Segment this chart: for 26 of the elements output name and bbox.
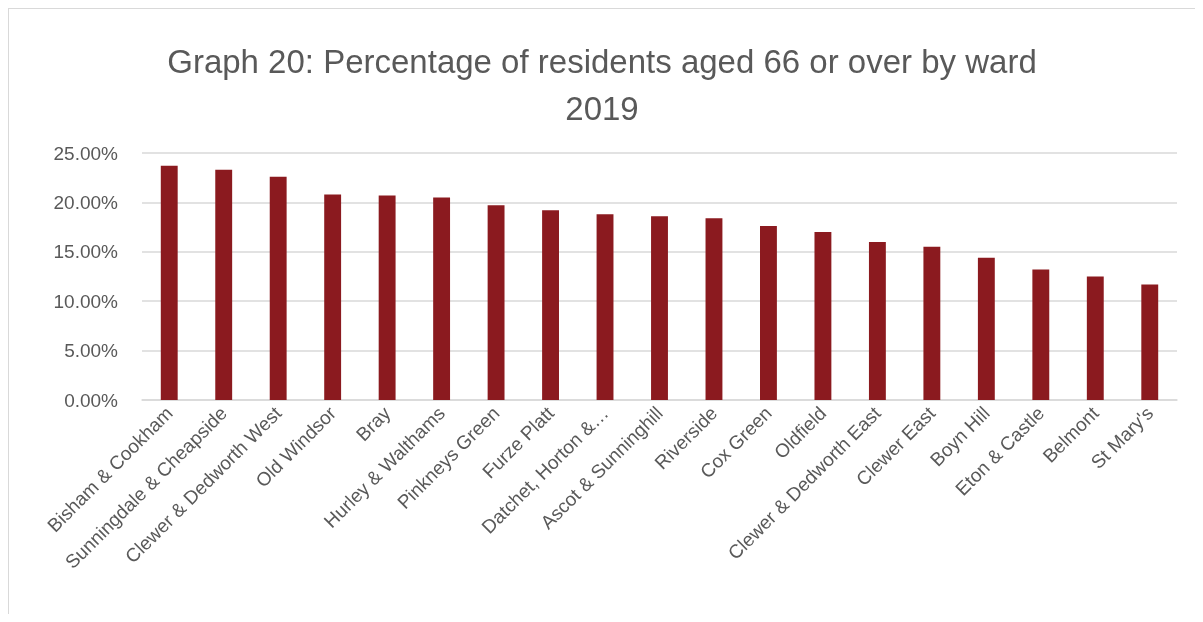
y-tick-label: 10.00% bbox=[53, 290, 119, 312]
bar bbox=[269, 176, 287, 400]
bar bbox=[651, 216, 668, 400]
bar bbox=[814, 232, 832, 400]
bar bbox=[160, 165, 178, 400]
bar bbox=[487, 205, 505, 400]
chart-title: Graph 20: Percentage of residents aged 66 or over by ward 2019 bbox=[167, 43, 1037, 127]
bar bbox=[977, 257, 995, 400]
bar bbox=[760, 226, 777, 400]
bar bbox=[923, 246, 941, 400]
bar bbox=[1086, 276, 1104, 400]
bar bbox=[596, 214, 614, 400]
y-tick-label: 0.00% bbox=[64, 389, 119, 411]
bar bbox=[705, 218, 723, 400]
bar bbox=[868, 241, 886, 400]
bar bbox=[433, 197, 451, 400]
y-tick-label: 5.00% bbox=[64, 340, 119, 362]
bar bbox=[324, 194, 342, 400]
y-tick-label: 15.00% bbox=[53, 241, 119, 263]
bar bbox=[1032, 269, 1050, 400]
y-tick-label: 25.00% bbox=[53, 142, 119, 164]
bar bbox=[378, 195, 396, 400]
bar bbox=[215, 169, 233, 400]
bar bbox=[1141, 284, 1159, 400]
bar bbox=[542, 210, 559, 400]
y-tick-label: 20.00% bbox=[53, 191, 119, 213]
